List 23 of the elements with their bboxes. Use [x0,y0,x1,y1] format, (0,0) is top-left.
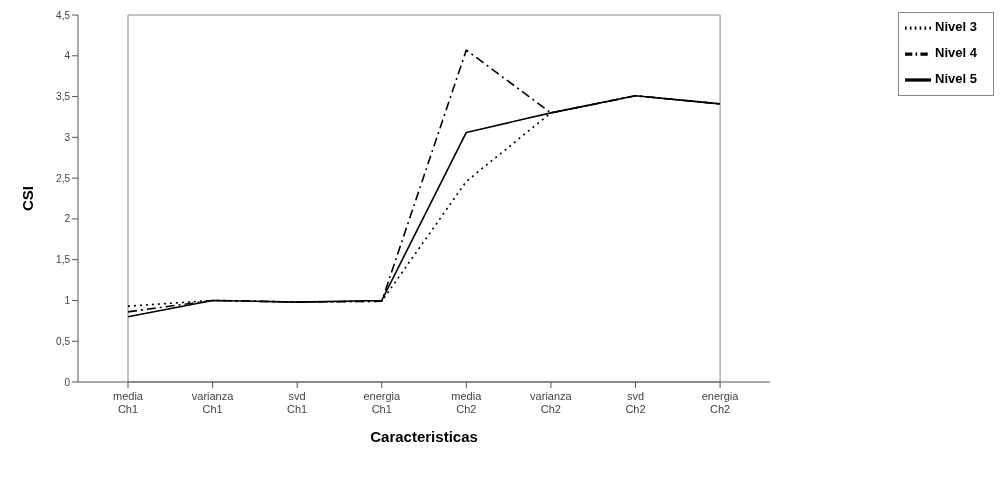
legend-label: Nivel 4 [935,45,977,61]
y-tick-label: 2,5 [56,172,71,184]
x-tick-label: media Ch1 [113,390,144,415]
x-tick-label: svd Ch2 [625,390,646,415]
y-tick-label: 0,5 [56,335,71,347]
y-tick-label: 1,5 [56,254,71,266]
x-tick-label: energia Ch1 [363,390,401,415]
x-tick-label: energia Ch2 [701,390,740,415]
y-tick-label: 3 [64,131,71,143]
legend-label: Nivel 3 [935,19,977,35]
legend-label: Nivel 5 [935,71,977,87]
x-tick-label: varianza Ch1 [191,390,235,415]
y-tick-label: 4,5 [56,9,71,21]
y-tick-label: 0 [64,376,71,388]
y-tick-label: 3,5 [56,91,71,103]
x-tick-label: varianza Ch2 [530,390,573,415]
x-tick-label: media Ch2 [451,390,483,415]
y-tick-label: 1 [64,294,71,306]
x-tick-label: svd Ch1 [287,390,308,415]
y-tick-label: 4 [64,50,71,62]
y-axis-title: CSI [19,185,37,212]
y-tick-label: 2 [64,213,71,225]
x-axis-title: Caracteristicas [370,428,478,445]
